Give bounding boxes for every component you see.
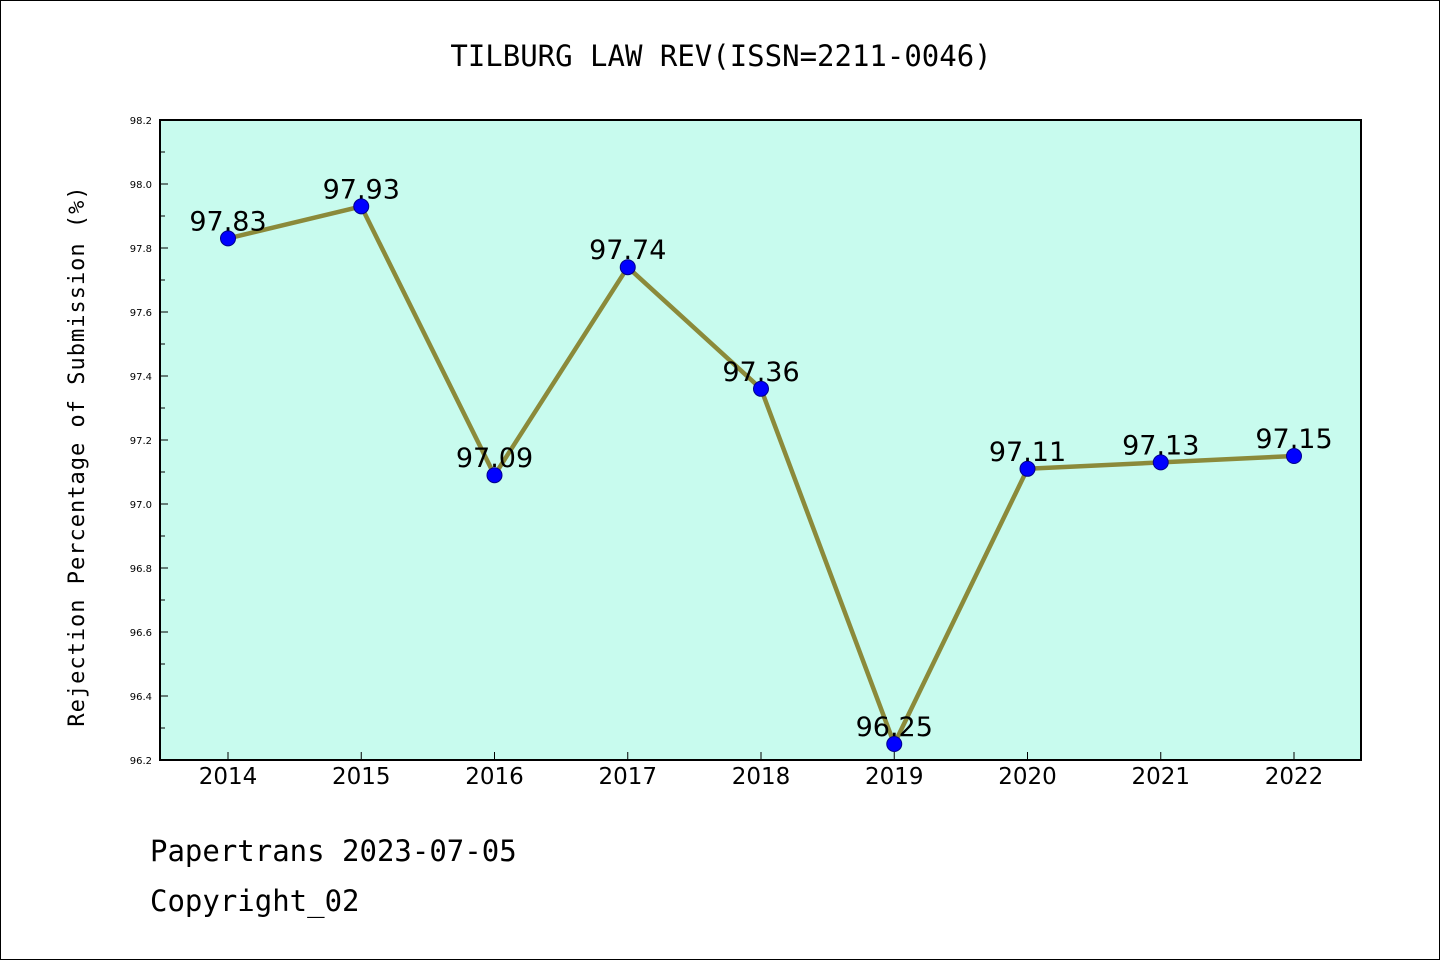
data-point	[753, 380, 769, 397]
x-tick-label: 2017	[598, 764, 657, 790]
data-label: 97.93	[323, 174, 400, 205]
y-tick-label: 97.8	[130, 244, 152, 255]
data-label: 97.09	[456, 443, 533, 474]
y-axis-label: Rejection Percentage of Submission (%)	[65, 185, 90, 726]
footer-copyright: Copyright_02	[150, 884, 360, 918]
x-tick-label: 2016	[465, 764, 524, 790]
plot-area	[159, 119, 1362, 761]
x-tick-label: 2020	[998, 764, 1057, 790]
x-tick-label: 2015	[332, 764, 391, 790]
y-tick-label: 98.0	[130, 180, 152, 191]
data-label: 97.15	[1255, 424, 1332, 455]
y-axis: 96.2 96.4 96.6 96.8 97.0 97.2 97.4 97.6 97.8 98.0…	[130, 116, 168, 767]
data-label: 97.13	[1122, 430, 1199, 461]
data-label: 97.11	[989, 437, 1066, 468]
x-axis: 2014 2015 2016 2017 2018 2019 2020 2021 2022	[199, 752, 1324, 790]
data-label: 97.36	[722, 357, 799, 388]
y-tick-label: 98.2	[130, 116, 152, 127]
y-tick-label: 97.0	[130, 500, 152, 511]
chart-title: TILBURG LAW REV(ISSN=2211-0046)	[450, 39, 991, 73]
data-point	[220, 230, 236, 247]
data-label: 97.74	[589, 235, 666, 266]
y-tick-label: 97.4	[130, 372, 152, 383]
y-tick-label: 96.6	[130, 628, 152, 639]
footer-source: Papertrans 2023-07-05	[150, 834, 517, 868]
x-tick-label: 2022	[1265, 764, 1324, 790]
x-tick-label: 2014	[199, 764, 258, 790]
x-tick-label: 2019	[865, 764, 924, 790]
data-point	[619, 259, 636, 276]
y-tick-label: 96.2	[130, 756, 152, 767]
series-layer: 97.83 97.93 97.09 97.74 97.36 96.25 97.11 97.13…	[189, 174, 1333, 752]
data-point	[1152, 454, 1169, 471]
x-tick-label: 2021	[1131, 764, 1190, 790]
y-tick-label: 96.8	[130, 564, 152, 575]
data-point	[1286, 448, 1302, 464]
data-point	[486, 467, 503, 484]
y-tick-label: 96.4	[130, 692, 152, 703]
data-point	[353, 198, 370, 215]
data-point	[886, 736, 903, 752]
data-label: 97.83	[189, 206, 266, 237]
y-tick-label: 97.6	[130, 308, 152, 319]
x-tick-label: 2018	[732, 764, 791, 790]
y-tick-label: 97.2	[130, 436, 152, 447]
data-label: 96.25	[856, 712, 933, 743]
data-point	[1019, 460, 1036, 477]
